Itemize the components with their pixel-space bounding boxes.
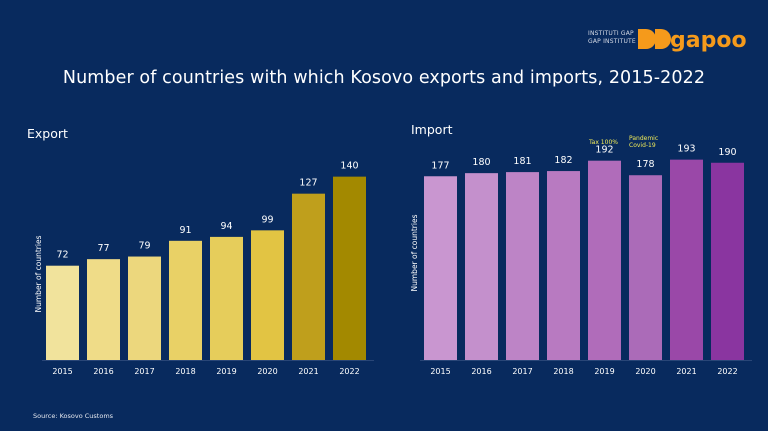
import-tick-2015: 2015 — [430, 367, 450, 376]
chart-title: Number of countries with which Kosovo ex… — [62, 68, 706, 88]
export-panel-title: Export — [27, 126, 68, 141]
import-data-label-2018: 182 — [554, 155, 572, 166]
import-y-axis-label: Number of countries — [410, 214, 419, 291]
export-bar-2019 — [210, 236, 243, 360]
export-tick-2017: 2017 — [134, 367, 154, 376]
import-data-label-2019: 192 — [595, 145, 613, 156]
import-tick-2017: 2017 — [512, 367, 532, 376]
import-data-label-2015: 177 — [431, 160, 449, 171]
annotation-tax: Tax 100% — [589, 139, 618, 146]
export-tick-2018: 2018 — [175, 367, 195, 376]
import-bar-2015 — [424, 176, 457, 360]
export-data-label-2017: 79 — [138, 241, 150, 252]
import-tick-2018: 2018 — [553, 367, 573, 376]
export-data-label-2016: 77 — [97, 243, 109, 254]
import-tick-2019: 2019 — [594, 367, 614, 376]
export-data-label-2015: 72 — [56, 250, 68, 261]
export-bar-2021 — [292, 193, 325, 360]
export-tick-2020: 2020 — [257, 367, 277, 376]
logo-line-1: INSTITUTI GAP — [588, 30, 634, 37]
import-bar-2021 — [670, 159, 703, 360]
logo-line-2: GAP INSTITUTE — [588, 38, 636, 45]
annotation-pandemic: Pandemic Covid-19 — [629, 135, 659, 149]
export-data-label-2021: 127 — [299, 178, 317, 189]
import-bar-2022 — [711, 162, 744, 360]
import-data-label-2022: 190 — [718, 147, 736, 158]
import-bar-2020 — [629, 175, 662, 360]
import-bar-2019 — [588, 160, 621, 360]
import-bar-2016 — [465, 173, 498, 360]
export-tick-2016: 2016 — [93, 367, 113, 376]
import-data-label-2021: 193 — [677, 144, 695, 155]
export-bar-2016 — [87, 259, 120, 360]
export-tick-2015: 2015 — [52, 367, 72, 376]
import-bar-2018 — [547, 171, 580, 360]
export-data-label-2020: 99 — [261, 214, 273, 225]
export-data-label-2018: 91 — [179, 225, 191, 236]
export-bar-2017 — [128, 256, 161, 360]
export-data-label-2022: 140 — [340, 161, 358, 172]
gap-logo-mark-icon: gapoo — [638, 28, 747, 53]
import-panel-title: Import — [411, 122, 453, 137]
export-bar-2018 — [169, 240, 202, 360]
gap-institute-logo: INSTITUTI GAP GAP INSTITUTE gapoo — [588, 24, 763, 54]
export-bar-2020 — [251, 230, 284, 360]
export-bar-2015 — [46, 265, 79, 360]
export-data-label-2019: 94 — [220, 221, 232, 232]
export-tick-2019: 2019 — [216, 367, 236, 376]
import-tick-2016: 2016 — [471, 367, 491, 376]
export-tick-2021: 2021 — [298, 367, 318, 376]
export-tick-2022: 2022 — [339, 367, 359, 376]
import-data-label-2020: 178 — [636, 159, 654, 170]
logo-brand-text: gapoo — [670, 28, 747, 53]
import-data-label-2017: 181 — [513, 156, 531, 167]
import-tick-2020: 2020 — [635, 367, 655, 376]
export-bar-2022 — [333, 176, 366, 360]
import-bar-2017 — [506, 172, 539, 360]
export-y-axis-label: Number of countries — [34, 235, 43, 312]
import-data-label-2016: 180 — [472, 157, 490, 168]
import-tick-2022: 2022 — [717, 367, 737, 376]
source-note: Source: Kosovo Customs — [33, 412, 114, 420]
import-tick-2021: 2021 — [676, 367, 696, 376]
